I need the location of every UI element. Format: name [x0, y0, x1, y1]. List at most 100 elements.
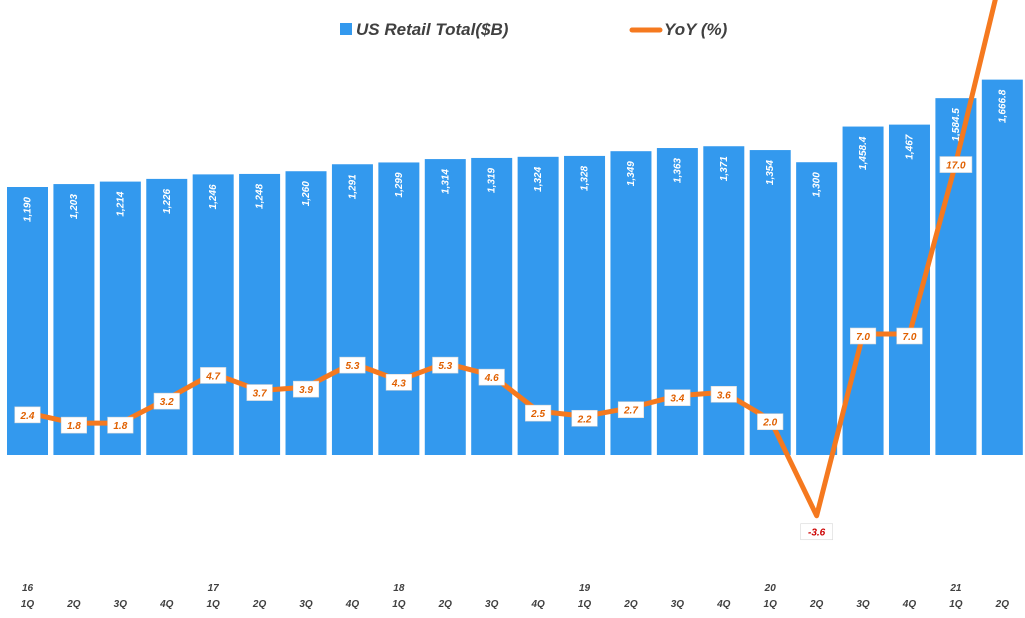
- yoy-data-label: 3.9: [292, 380, 320, 398]
- x-tick-quarter: 2Q: [995, 599, 1010, 610]
- yoy-data-label: 7.0: [850, 327, 877, 345]
- yoy-data-label: 2.2: [571, 409, 598, 427]
- x-tick-quarter: 4Q: [159, 599, 174, 610]
- yoy-data-label: 1.8: [107, 416, 134, 434]
- yoy-labels: 2.4 1.8 1.8 3.2 4.7 3.7 3.9 5.3 4.3 5.3 4.6 2.5 2.2 2…: [14, 156, 973, 541]
- bar: [99, 181, 141, 455]
- bar: [471, 157, 513, 455]
- yoy-value-label: -3.6: [808, 528, 826, 539]
- yoy-data-label: 3.4: [664, 389, 691, 407]
- x-tick-quarter: 2Q: [252, 599, 267, 610]
- x-tick-year: 18: [393, 583, 405, 594]
- bar-value-label: 1,371: [719, 156, 730, 181]
- legend-bar-swatch: [340, 23, 352, 35]
- x-tick-year: 21: [949, 583, 962, 594]
- yoy-data-label: 4.6: [478, 368, 505, 386]
- bar-value-label: 1,349: [626, 161, 637, 186]
- bar-value-label: 1,354: [765, 160, 776, 185]
- bar: [331, 164, 373, 455]
- yoy-data-label: 5.3: [432, 356, 459, 374]
- yoy-value-label: 4.3: [391, 378, 406, 389]
- x-tick-quarter: 4Q: [902, 599, 917, 610]
- bar: [146, 178, 188, 455]
- yoy-value-label: 3.6: [717, 390, 731, 401]
- yoy-label-box: [60, 416, 87, 434]
- x-tick-quarter: 3Q: [299, 599, 313, 610]
- yoy-value-label: 7.0: [903, 332, 917, 343]
- yoy-label-box: [664, 389, 691, 407]
- bar-labels: 1,190 1,203 1,214 1,226 1,246 1,248 1,260 1,291…: [23, 89, 1009, 222]
- x-axis: 1Q 2Q 3Q 4Q 1Q 2Q 3Q 4Q 1Q 2Q 3Q 4Q 1Q 2Q 3Q 4Q 1Q 2Q 3Q 4Q…: [21, 583, 1009, 610]
- bar: [285, 171, 327, 455]
- yoy-data-label: 2.5: [525, 404, 552, 422]
- x-tick-year: 19: [579, 583, 591, 594]
- yoy-value-label: 2.2: [577, 414, 592, 425]
- yoy-data-label: 4.7: [200, 367, 227, 384]
- x-tick-quarter: 2Q: [809, 599, 824, 610]
- x-tick-quarter: 1Q: [578, 599, 592, 610]
- x-tick-quarter: 2Q: [438, 599, 453, 610]
- bar-value-label: 1,203: [69, 194, 80, 219]
- yoy-value-label: 4.7: [205, 371, 220, 382]
- bar-value-label: 1,260: [301, 181, 312, 206]
- yoy-value-label: 4.6: [484, 373, 499, 384]
- yoy-label-box: [757, 413, 784, 431]
- bar-value-label: 1,314: [440, 169, 451, 194]
- x-tick-quarter: 4Q: [530, 599, 545, 610]
- bar: [424, 159, 466, 455]
- x-tick-quarter: 2Q: [66, 599, 81, 610]
- bar-value-label: 1,300: [812, 172, 823, 197]
- bar-value-label: 1,299: [394, 172, 405, 197]
- yoy-data-label: 2.4: [14, 406, 41, 424]
- bar: [656, 148, 698, 456]
- bar: [796, 162, 838, 455]
- yoy-label-box: [939, 156, 973, 173]
- yoy-value-label: 5.3: [438, 361, 452, 372]
- yoy-label-box: [107, 416, 134, 434]
- yoy-value-label: 7.0: [856, 332, 870, 343]
- x-tick-year: 17: [208, 583, 220, 594]
- bar-value-label: 1,291: [347, 174, 358, 199]
- yoy-data-label: 3.7: [246, 384, 273, 401]
- yoy-value-label: 2.4: [20, 411, 35, 422]
- bar-value-label: 1,319: [487, 168, 498, 193]
- x-tick-quarter: 1Q: [21, 599, 35, 610]
- bar: [981, 79, 1023, 455]
- yoy-data-label: -3.6: [800, 523, 833, 541]
- yoy-value-label: 2.7: [623, 406, 638, 417]
- yoy-data-label: 2.7: [617, 401, 645, 419]
- yoy-data-label: 1.8: [60, 416, 87, 434]
- yoy-value-label: 3.2: [160, 397, 174, 408]
- bar-value-label: 1,248: [255, 184, 266, 209]
- yoy-data-label: 2.0: [757, 413, 784, 431]
- yoy-data-label: 3.6: [710, 385, 737, 403]
- bar-value-label: 1,246: [208, 184, 219, 209]
- yoy-label-box: [525, 404, 552, 422]
- yoy-label-box: [800, 523, 833, 541]
- yoy-data-label: 4.3: [385, 373, 412, 391]
- bar-value-label: 1,214: [115, 191, 126, 216]
- yoy-label-box: [710, 385, 737, 403]
- yoy-label-box: [292, 380, 320, 398]
- yoy-value-label: 17.0: [946, 161, 966, 172]
- yoy-value-label: 1.8: [67, 421, 81, 432]
- x-tick-year: 16: [22, 583, 34, 594]
- bar-value-label: 1,363: [672, 158, 683, 183]
- bar-value-label: 1,666.8: [997, 89, 1008, 123]
- yoy-value-label: 2.0: [762, 418, 777, 429]
- bar: [378, 162, 420, 456]
- yoy-label-box: [14, 406, 41, 424]
- legend: US Retail Total($B) YoY (%): [340, 20, 728, 39]
- yoy-value-label: 1.8: [113, 421, 127, 432]
- x-tick-quarter: 1Q: [764, 599, 778, 610]
- bar: [749, 150, 791, 455]
- yoy-line-series: [25, 0, 998, 519]
- bar: [239, 173, 281, 456]
- bar: [703, 146, 745, 455]
- bar-value-label: 1,458.4: [858, 136, 869, 170]
- x-tick-quarter: 3Q: [485, 599, 499, 610]
- yoy-label-box: [432, 356, 459, 374]
- x-tick-quarter: 3Q: [856, 599, 870, 610]
- legend-bar-label: US Retail Total($B): [356, 20, 509, 39]
